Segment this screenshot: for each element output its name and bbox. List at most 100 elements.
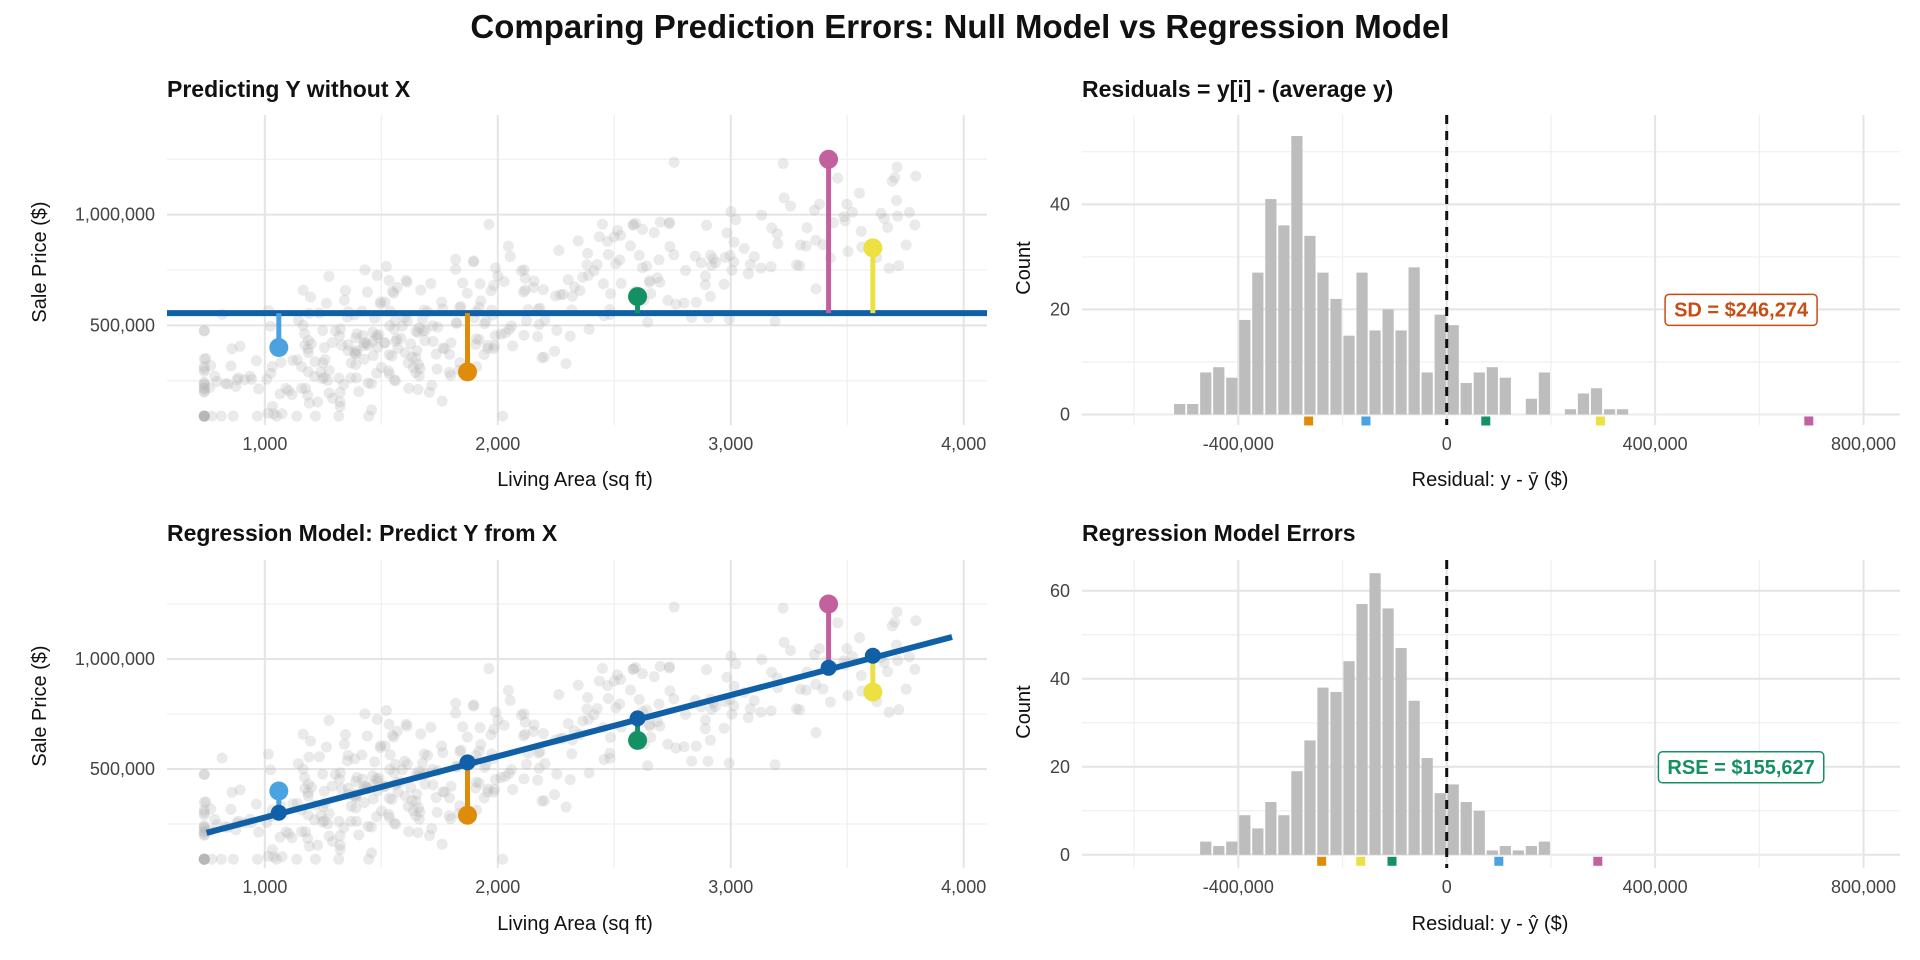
- y-tick-label: 1,000,000: [75, 649, 155, 669]
- data-point: [251, 853, 263, 865]
- data-point: [551, 324, 563, 336]
- highlight-point: [863, 682, 883, 702]
- data-point: [350, 348, 362, 360]
- data-point: [365, 378, 377, 390]
- data-point: [468, 699, 480, 711]
- data-point: [419, 778, 431, 790]
- histogram-bar: [1226, 377, 1238, 415]
- data-point: [489, 773, 501, 785]
- data-point: [302, 809, 314, 821]
- data-point: [425, 721, 437, 733]
- data-point: [362, 377, 374, 389]
- highlight-point: [458, 805, 478, 825]
- data-point: [426, 379, 438, 391]
- data-point: [198, 853, 210, 865]
- data-point: [388, 374, 400, 386]
- data-point: [292, 314, 304, 326]
- data-point: [292, 758, 304, 770]
- y-tick-label: 500,000: [90, 315, 155, 335]
- rse-annotation-box: [1657, 751, 1825, 784]
- data-point: [492, 270, 504, 282]
- data-point: [198, 809, 210, 821]
- data-point: [389, 758, 401, 770]
- data-point: [728, 700, 740, 712]
- data-point: [886, 175, 898, 187]
- data-point: [302, 347, 314, 359]
- data-point: [372, 775, 384, 787]
- data-point: [345, 800, 357, 812]
- fitted-point: [629, 710, 646, 727]
- histogram-bar: [1538, 841, 1551, 855]
- histogram-bar: [1408, 700, 1420, 855]
- data-point: [338, 738, 350, 750]
- data-point: [742, 712, 754, 724]
- data-point: [280, 383, 292, 395]
- data-point: [678, 741, 690, 753]
- data-point: [342, 339, 354, 351]
- data-point: [608, 675, 620, 687]
- data-point: [507, 340, 519, 352]
- data-point: [557, 288, 569, 300]
- data-point: [333, 853, 345, 865]
- data-point: [455, 744, 467, 756]
- data-point: [361, 286, 373, 298]
- data-point: [457, 721, 469, 733]
- data-point: [305, 781, 317, 793]
- data-point: [205, 803, 217, 815]
- data-point: [577, 715, 589, 727]
- data-point: [318, 342, 330, 354]
- data-point: [436, 838, 448, 850]
- data-point: [518, 730, 530, 742]
- data-point: [264, 764, 276, 776]
- data-point: [450, 697, 462, 709]
- data-point: [800, 684, 812, 696]
- data-point: [810, 727, 822, 739]
- residual-marker: [1593, 856, 1603, 866]
- data-point: [457, 277, 469, 289]
- data-point: [878, 212, 890, 224]
- data-point: [605, 732, 617, 744]
- data-point: [889, 172, 901, 184]
- data-point: [403, 826, 415, 838]
- histogram-bar: [1213, 367, 1225, 415]
- data-point: [425, 277, 437, 289]
- histogram-bar: [1213, 846, 1225, 855]
- data-point: [670, 298, 682, 310]
- data-point: [390, 335, 402, 347]
- x-tick-label: 4,000: [941, 877, 986, 897]
- data-point: [568, 281, 580, 293]
- highlight-point: [269, 338, 289, 357]
- data-point: [341, 755, 353, 767]
- data-point: [391, 281, 403, 293]
- data-point: [663, 218, 675, 230]
- data-point: [724, 249, 736, 261]
- data-point: [909, 219, 921, 231]
- residual-marker: [1356, 856, 1366, 866]
- data-point: [790, 259, 802, 271]
- data-point: [375, 296, 387, 308]
- data-point: [380, 705, 392, 717]
- histogram-bar: [1486, 850, 1498, 855]
- data-point: [645, 288, 657, 300]
- x-tick-label: 3,000: [708, 434, 753, 454]
- data-point: [357, 773, 369, 785]
- data-point: [431, 806, 443, 818]
- y-tick-label: 0: [1060, 845, 1070, 865]
- data-point: [356, 749, 368, 761]
- data-point: [772, 238, 784, 250]
- data-point: [362, 820, 374, 832]
- data-point: [538, 351, 550, 363]
- data-point: [391, 725, 403, 737]
- data-point: [602, 693, 614, 705]
- data-point: [415, 284, 427, 296]
- data-point: [664, 661, 676, 673]
- data-point: [598, 753, 610, 765]
- data-point: [725, 206, 737, 218]
- data-point: [588, 709, 600, 721]
- data-point: [305, 735, 317, 747]
- data-point: [800, 240, 812, 252]
- data-point: [470, 776, 482, 788]
- data-point: [351, 345, 363, 357]
- data-point: [883, 706, 895, 718]
- data-point: [498, 719, 510, 731]
